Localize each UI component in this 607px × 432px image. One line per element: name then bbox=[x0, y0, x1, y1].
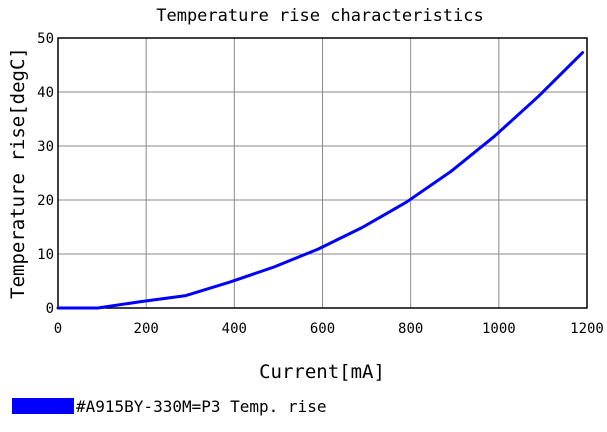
x-tick-label: 800 bbox=[398, 321, 423, 337]
y-tick-label: 40 bbox=[37, 85, 54, 101]
legend-label: #A915BY-330M=P3 Temp. rise bbox=[76, 397, 326, 416]
x-axis-label: Current[mA] bbox=[259, 361, 385, 383]
y-tick-label: 0 bbox=[46, 301, 54, 317]
x-tick-label: 400 bbox=[222, 321, 247, 337]
grid bbox=[58, 38, 587, 308]
y-tick-label: 30 bbox=[37, 139, 54, 155]
series-line bbox=[56, 51, 585, 310]
x-tick-label: 0 bbox=[54, 321, 62, 337]
x-tick-label: 600 bbox=[310, 321, 335, 337]
y-axis-label: Temperature rise[degC] bbox=[7, 47, 29, 299]
chart-title: Temperature rise characteristics bbox=[156, 6, 484, 26]
series-layer bbox=[56, 51, 585, 310]
y-tick-label: 50 bbox=[37, 31, 54, 47]
legend-swatch bbox=[12, 398, 74, 414]
legend: #A915BY-330M=P3 Temp. rise bbox=[12, 397, 326, 416]
plot-frame bbox=[57, 37, 588, 309]
tick-labels: 0 200 400 600 800 1000 1200 0 10 20 30 40 50 bbox=[37, 31, 604, 337]
x-tick-label: 200 bbox=[134, 321, 159, 337]
x-tick-label: 1000 bbox=[482, 321, 516, 337]
y-tick-label: 20 bbox=[37, 193, 54, 209]
x-tick-label: 1200 bbox=[570, 321, 604, 337]
y-tick-label: 10 bbox=[37, 247, 54, 263]
